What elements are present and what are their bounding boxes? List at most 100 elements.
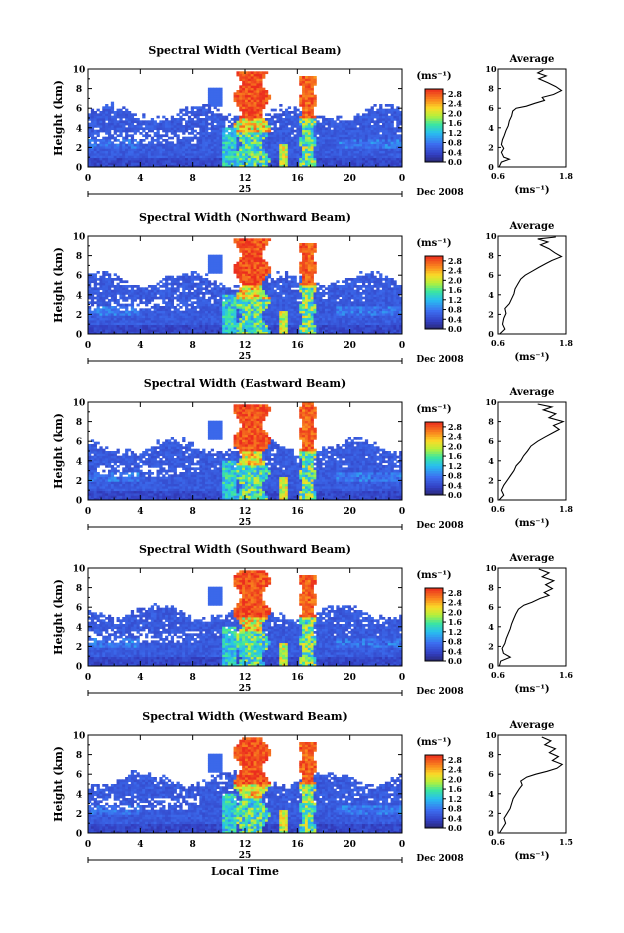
heatmap-cell	[91, 109, 94, 112]
heatmap-cell	[142, 148, 145, 151]
heatmap-cell	[256, 120, 259, 123]
heatmap-cell	[245, 118, 248, 121]
heatmap-cell	[142, 130, 145, 133]
heatmap-cell	[331, 139, 334, 142]
heatmap-cell	[154, 162, 157, 165]
heatmap-cell	[128, 148, 131, 151]
heatmap-cell	[314, 95, 317, 98]
heatmap-cell	[222, 125, 225, 128]
heatmap-cell	[125, 118, 128, 121]
heatmap-cell	[348, 153, 351, 156]
heatmap-cell	[222, 118, 225, 121]
heatmap-cell	[319, 148, 322, 151]
heatmap-cell	[239, 118, 242, 121]
heatmap-cell	[248, 130, 251, 133]
heatmap-cell	[314, 83, 317, 86]
heatmap-cell	[211, 137, 214, 140]
heatmap-cell	[162, 125, 165, 128]
heatmap-cell	[362, 158, 365, 161]
heatmap-cell	[214, 153, 217, 156]
heatmap-cell	[105, 144, 108, 147]
heatmap-cell	[376, 160, 379, 163]
heatmap-cell	[145, 151, 148, 154]
heatmap-cell	[176, 151, 179, 154]
heatmap-cell	[339, 146, 342, 149]
heatmap-cell	[114, 118, 117, 121]
heatmap-cell	[322, 141, 325, 144]
heatmap-cell	[379, 120, 382, 123]
figure: Spectral Width (Vertical Beam)0246810Hei…	[0, 0, 624, 929]
heatmap-cell	[99, 111, 102, 114]
heatmap-cell	[162, 139, 165, 142]
heatmap-cell	[179, 127, 182, 130]
heatmap-cell	[302, 151, 305, 154]
heatmap-cell	[299, 134, 302, 137]
heatmap-cell	[308, 158, 311, 161]
heatmap-cell	[176, 141, 179, 144]
heatmap-cell	[265, 137, 268, 140]
heatmap-cell	[376, 146, 379, 149]
heatmap-cell	[216, 123, 219, 126]
heatmap-cell	[308, 160, 311, 163]
heatmap-cell	[125, 139, 128, 142]
heatmap-cell	[157, 153, 160, 156]
heatmap-cell	[225, 137, 228, 140]
heatmap-cell	[236, 139, 239, 142]
heatmap-cell	[254, 155, 257, 158]
heatmap-cell	[219, 162, 222, 165]
heatmap-cell	[254, 113, 257, 116]
heatmap-cell	[385, 123, 388, 126]
heatmap-cell	[279, 137, 282, 140]
heatmap-cell	[365, 109, 368, 112]
heatmap-cell	[202, 125, 205, 128]
heatmap-cell	[271, 139, 274, 142]
heatmap-cell	[291, 139, 294, 142]
heatmap-cell	[299, 83, 302, 86]
heatmap-cell	[165, 123, 168, 126]
heatmap-cell	[302, 85, 305, 88]
heatmap-cell	[305, 123, 308, 126]
heatmap-cell	[391, 116, 394, 119]
heatmap-cell	[311, 92, 314, 95]
heatmap-cell	[308, 120, 311, 123]
heatmap-cell	[105, 127, 108, 130]
heatmap-cell	[254, 81, 257, 84]
heatmap-cell	[182, 151, 185, 154]
heatmap-cell	[302, 148, 305, 151]
heatmap-cell	[288, 160, 291, 163]
heatmap-cell	[351, 125, 354, 128]
heatmap-cell	[385, 109, 388, 112]
heatmap-cell	[176, 153, 179, 156]
heatmap-cell	[319, 151, 322, 154]
heatmap-cell	[214, 104, 217, 107]
heatmap-cell	[117, 109, 120, 112]
heatmap-cell	[159, 127, 162, 130]
heatmap-cell	[254, 141, 257, 144]
heatmap-cell	[205, 113, 208, 116]
heatmap-cell	[134, 146, 137, 149]
heatmap-cell	[248, 71, 251, 74]
heatmap-cell	[228, 153, 231, 156]
heatmap-cell	[294, 141, 297, 144]
heatmap-cell	[151, 148, 154, 151]
heatmap-cell	[137, 153, 140, 156]
heatmap-cell	[365, 120, 368, 123]
heatmap-cell	[302, 146, 305, 149]
heatmap-cell	[137, 123, 140, 126]
heatmap-cell	[99, 130, 102, 133]
heatmap-cell	[339, 120, 342, 123]
heatmap-cell	[305, 76, 308, 79]
heatmap-cell	[393, 113, 396, 116]
heatmap-cell	[171, 160, 174, 163]
heatmap-cell	[236, 151, 239, 154]
heatmap-cell	[371, 132, 374, 135]
heatmap-cell	[282, 144, 285, 147]
heatmap-cell	[114, 160, 117, 163]
heatmap-cell	[182, 141, 185, 144]
heatmap-cell	[382, 127, 385, 130]
heatmap-cell	[259, 148, 262, 151]
heatmap-cell	[245, 109, 248, 112]
heatmap-cell	[174, 120, 177, 123]
heatmap-cell	[271, 141, 274, 144]
heatmap-cell	[122, 130, 125, 133]
